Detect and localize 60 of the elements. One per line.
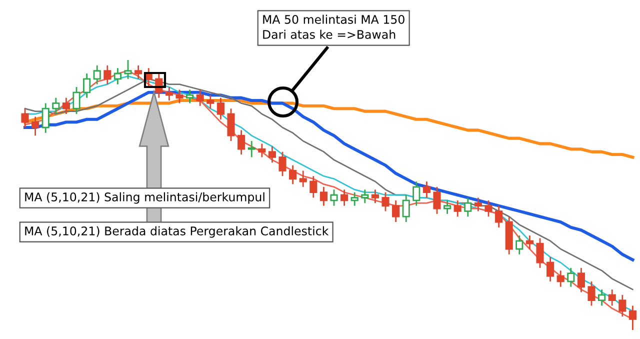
candlestick (216, 97, 224, 120)
candlestick (248, 140, 256, 158)
candlestick (526, 234, 534, 250)
candlestick (371, 188, 379, 204)
candlestick (21, 108, 29, 128)
candlestick (268, 146, 276, 164)
candlestick (350, 192, 358, 206)
candlestick (536, 238, 544, 269)
candlestick (310, 175, 318, 198)
candlestick (52, 97, 60, 115)
candlestick (454, 200, 462, 218)
candlestick (330, 188, 338, 206)
candlestick (567, 267, 575, 288)
candlestick (93, 64, 101, 85)
candlestick (516, 234, 524, 256)
candlestick (598, 288, 606, 306)
candlestick (165, 86, 173, 102)
candlestick (227, 108, 235, 142)
candlestick (392, 200, 400, 223)
candlestick (42, 102, 50, 134)
candlestick (556, 270, 564, 288)
candlestick (196, 89, 204, 107)
candlestick (546, 256, 554, 282)
candlestick (299, 170, 307, 188)
candlestick (186, 89, 194, 104)
candlestick (412, 180, 420, 206)
annotation: MA (5,10,21) Berada diatas Pergerakan Candlestick (25, 226, 329, 238)
candlestick (114, 67, 122, 85)
candlestick (361, 188, 369, 204)
candlestick (618, 294, 626, 318)
candlestick (83, 72, 91, 98)
candlestick (289, 164, 297, 185)
candlestick (238, 130, 246, 156)
candlestick (206, 94, 214, 110)
candlestick (628, 305, 636, 331)
candlestick (176, 89, 184, 104)
candlestick (320, 186, 328, 206)
candlestick (402, 194, 410, 223)
candlestick (32, 116, 40, 136)
candlestick (433, 186, 441, 215)
candlestick (62, 97, 70, 115)
candlestick (340, 188, 348, 206)
text: MA 50 melintasi MA 150 Dari atas ke =>Bawah (263, 14, 404, 39)
candlestick (124, 59, 132, 80)
candlestick (382, 192, 390, 212)
candlestick (474, 197, 482, 212)
candlestick (577, 267, 585, 293)
candlestick (422, 180, 430, 198)
candlestick (608, 288, 616, 306)
candlestick (464, 197, 472, 218)
candlestick (104, 64, 112, 85)
annotation: MA (5,10,21) Saling melintasi/berkumpul (25, 192, 264, 204)
candlestick (258, 143, 266, 158)
candlestick (72, 86, 80, 115)
candlestick (495, 205, 503, 228)
candlestick (484, 200, 492, 218)
candlestick (588, 280, 596, 306)
candlestick (444, 200, 452, 215)
candlestick (134, 64, 142, 80)
candlestick (278, 151, 286, 177)
